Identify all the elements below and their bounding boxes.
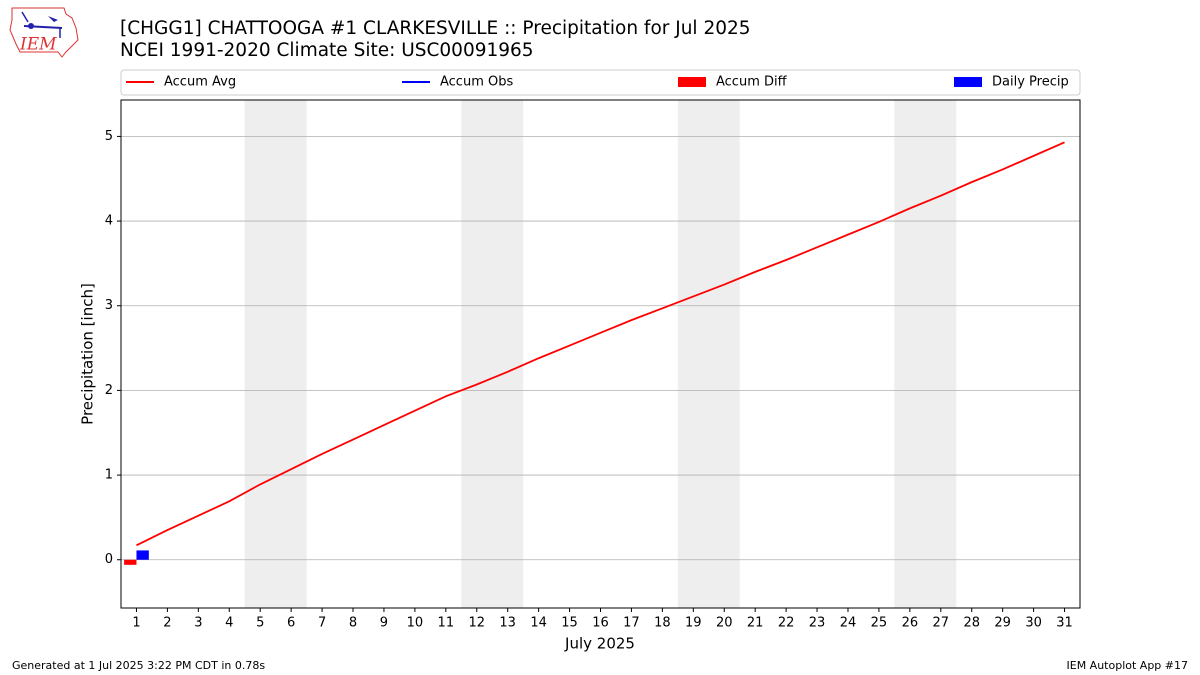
x-tick-label: 4 <box>225 616 233 631</box>
chart-subtitle: NCEI 1991-2020 Climate Site: USC00091965 <box>120 40 534 61</box>
legend-label: Accum Avg <box>164 75 236 90</box>
x-tick-label: 7 <box>318 616 326 631</box>
x-tick-label: 1 <box>132 616 140 631</box>
weekend-shade <box>244 100 307 608</box>
x-tick-label: 19 <box>685 616 702 631</box>
weekend-shade <box>677 100 740 608</box>
x-tick-label: 25 <box>871 616 888 631</box>
footer-left: Generated at 1 Jul 2025 3:22 PM CDT in 0… <box>12 659 265 672</box>
y-tick-label: 1 <box>105 468 113 483</box>
plot-frame <box>120 99 1081 609</box>
legend-box <box>120 69 1081 96</box>
weekend-shade <box>894 100 957 608</box>
legend-swatch <box>678 77 706 87</box>
x-tick-label: 11 <box>438 616 455 631</box>
bar <box>136 550 149 560</box>
x-tick-label: 2 <box>163 616 171 631</box>
x-tick-label: 21 <box>747 616 764 631</box>
series-line <box>136 141 1065 547</box>
x-tick-label: 5 <box>256 616 264 631</box>
legend-label: Accum Diff <box>716 75 788 90</box>
x-tick-label: 15 <box>561 616 578 631</box>
x-tick-label: 17 <box>623 616 640 631</box>
x-tick-label: 23 <box>809 616 826 631</box>
x-tick-label: 10 <box>407 616 424 631</box>
x-tick-label: 24 <box>840 616 857 631</box>
legend-label: Daily Precip <box>992 75 1069 90</box>
x-tick-label: 29 <box>994 616 1011 631</box>
y-tick-label: 5 <box>105 129 113 144</box>
x-tick-label: 20 <box>716 616 733 631</box>
x-tick-label: 26 <box>902 616 919 631</box>
footer-right: IEM Autoplot App #17 <box>1067 659 1189 672</box>
x-tick-label: 22 <box>778 616 795 631</box>
y-tick-label: 3 <box>105 298 113 313</box>
logo-text: IEM <box>19 35 57 55</box>
legend-swatch <box>954 77 982 87</box>
x-tick-label: 12 <box>468 616 485 631</box>
weekend-shade <box>461 100 524 608</box>
y-axis-label: Precipitation [inch] <box>79 283 97 425</box>
legend-label: Accum Obs <box>440 75 513 90</box>
x-tick-label: 3 <box>194 616 202 631</box>
x-tick-label: 31 <box>1056 616 1073 631</box>
logo: IEM <box>9 7 79 58</box>
x-tick-label: 8 <box>349 616 357 631</box>
x-tick-label: 28 <box>963 616 980 631</box>
x-tick-label: 14 <box>530 616 547 631</box>
x-tick-label: 6 <box>287 616 295 631</box>
y-tick-label: 2 <box>105 383 113 398</box>
x-tick-label: 30 <box>1025 616 1042 631</box>
x-tick-label: 13 <box>499 616 516 631</box>
x-axis-label: July 2025 <box>564 635 635 653</box>
x-tick-label: 16 <box>592 616 609 631</box>
bar <box>124 559 137 565</box>
x-tick-label: 9 <box>380 616 388 631</box>
x-tick-label: 18 <box>654 616 671 631</box>
x-tick-label: 27 <box>933 616 950 631</box>
chart-title: [CHGG1] CHATTOOGA #1 CLARKESVILLE :: Pre… <box>120 18 751 39</box>
y-tick-label: 0 <box>105 552 113 567</box>
y-tick-label: 4 <box>105 214 113 229</box>
